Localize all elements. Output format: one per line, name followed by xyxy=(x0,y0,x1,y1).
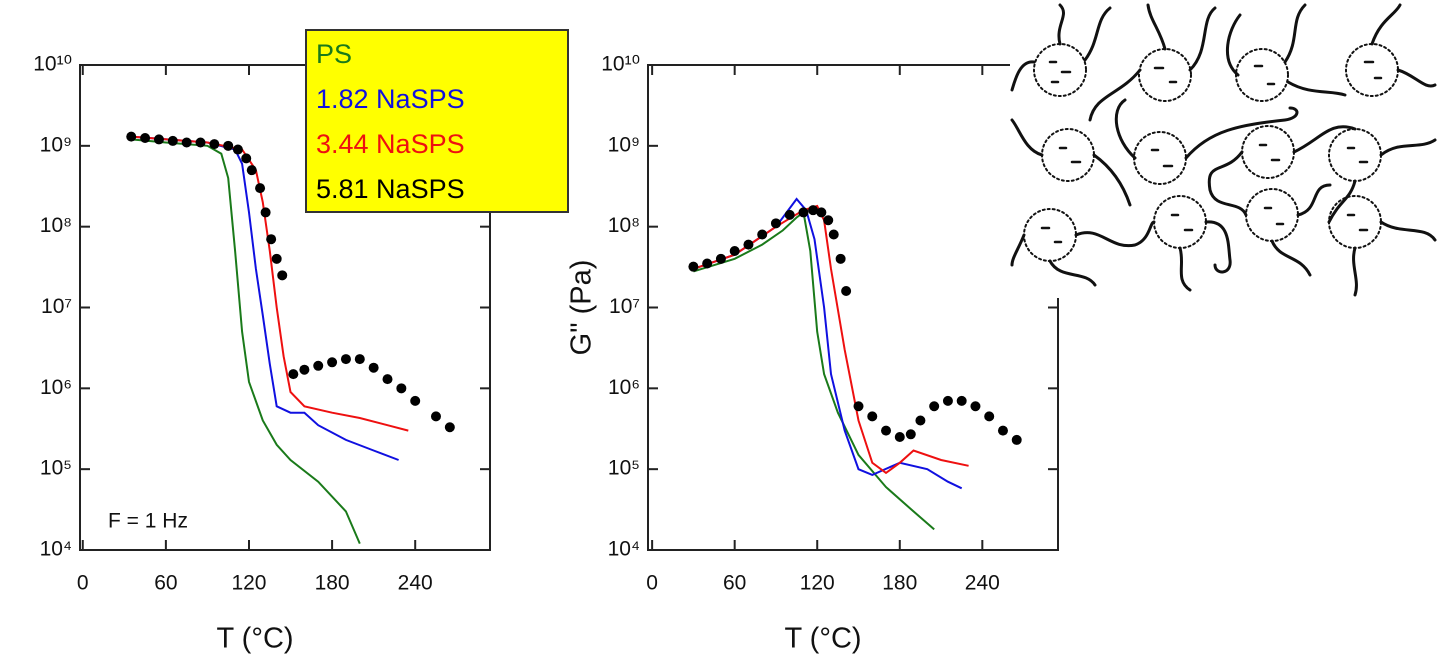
data-point xyxy=(241,153,252,164)
x-tick-label: 60 xyxy=(154,572,177,595)
data-point xyxy=(444,422,455,433)
data-point xyxy=(277,270,288,281)
data-point xyxy=(770,218,781,229)
x-axis-label: T (°C) xyxy=(216,623,293,655)
x-tick-label: 240 xyxy=(398,572,433,595)
data-point xyxy=(340,354,351,365)
y-axis-label: G" (Pa) xyxy=(566,260,598,356)
y-tick-label: 10⁹ xyxy=(40,133,72,156)
series-line xyxy=(131,138,361,544)
series-line xyxy=(131,135,409,432)
legend-label: PS xyxy=(316,39,352,69)
data-point xyxy=(299,364,310,375)
data-point xyxy=(140,132,151,143)
data-point xyxy=(288,369,299,380)
y-tick-label: 10⁵ xyxy=(40,457,72,480)
legend-box xyxy=(305,29,569,213)
data-point xyxy=(382,374,393,385)
data-point xyxy=(354,354,365,365)
data-point xyxy=(784,209,795,220)
y-tick-label: 10⁵ xyxy=(608,457,640,480)
data-point xyxy=(195,137,206,148)
data-point xyxy=(232,144,243,155)
x-axis-label: T (°C) xyxy=(784,623,861,655)
y-tick-label: 10⁶ xyxy=(608,376,640,399)
data-point xyxy=(823,215,834,226)
x-tick-label: 120 xyxy=(231,572,266,595)
data-point xyxy=(915,415,926,426)
data-point xyxy=(997,425,1008,436)
x-tick-label: 240 xyxy=(965,572,1000,595)
data-point xyxy=(894,431,905,442)
data-point xyxy=(153,134,164,145)
x-tick-label: 60 xyxy=(723,572,746,595)
data-point xyxy=(688,261,699,272)
data-point xyxy=(743,239,754,250)
data-point xyxy=(798,207,809,218)
data-point xyxy=(816,207,827,218)
y-tick-label: 10⁸ xyxy=(608,214,640,237)
y-tick-label: 10⁴ xyxy=(40,538,72,561)
data-point xyxy=(410,395,421,406)
data-point xyxy=(223,140,234,151)
x-tick-label: 0 xyxy=(646,572,658,595)
series-line xyxy=(693,210,935,531)
data-point xyxy=(396,383,407,394)
data-point xyxy=(835,253,846,264)
data-point xyxy=(313,360,324,371)
y-tick-label: 10⁶ xyxy=(40,376,72,399)
y-tick-label: 10⁴ xyxy=(608,538,640,561)
ionomer-diagram xyxy=(1010,0,1437,298)
x-tick-label: 180 xyxy=(882,572,917,595)
y-tick-label: 10⁷ xyxy=(41,295,72,318)
data-point xyxy=(1011,434,1022,445)
data-point xyxy=(853,401,864,412)
data-point xyxy=(867,411,878,422)
data-point xyxy=(702,258,713,269)
data-point xyxy=(715,253,726,264)
y-tick-label: 10⁷ xyxy=(609,295,640,318)
data-point xyxy=(255,183,266,194)
data-point xyxy=(271,253,282,264)
x-tick-label: 0 xyxy=(77,572,89,595)
series-line xyxy=(693,204,969,475)
data-point xyxy=(942,395,953,406)
data-point xyxy=(929,401,940,412)
annotation: F = 1 Hz xyxy=(108,510,188,533)
data-point xyxy=(327,357,338,368)
data-point xyxy=(841,286,852,297)
data-point xyxy=(970,401,981,412)
data-point xyxy=(209,139,220,150)
data-point xyxy=(757,229,768,240)
legend-label: 1.82 NaSPS xyxy=(316,84,465,114)
legend-label: 3.44 NaSPS xyxy=(316,129,465,159)
data-point xyxy=(126,131,137,142)
data-point xyxy=(430,411,441,422)
x-tick-label: 120 xyxy=(800,572,835,595)
data-point xyxy=(260,207,271,218)
data-point xyxy=(905,429,916,440)
data-point xyxy=(246,165,257,176)
data-point xyxy=(808,205,819,216)
y-tick-label: 10⁹ xyxy=(608,133,640,156)
data-point xyxy=(828,229,839,240)
data-point xyxy=(729,245,740,256)
y-tick-label: 10⁸ xyxy=(40,214,72,237)
x-tick-label: 180 xyxy=(315,572,350,595)
y-tick-label: 10¹⁰ xyxy=(601,53,640,76)
plot-frame xyxy=(647,64,1059,551)
data-point xyxy=(881,425,892,436)
data-point xyxy=(167,135,178,146)
legend-label: 5.81 NaSPS xyxy=(316,174,465,204)
data-point xyxy=(984,411,995,422)
data-point xyxy=(266,234,277,245)
data-point xyxy=(368,362,379,373)
data-point xyxy=(956,395,967,406)
plot: 10⁴ 10⁵ 10⁶ 10⁷ 10⁸ 10⁹ 10¹⁰ 0 60 120 180 240 T (°C)… xyxy=(566,53,1059,655)
y-tick-label: 10¹⁰ xyxy=(33,53,72,76)
data-point xyxy=(181,137,192,148)
